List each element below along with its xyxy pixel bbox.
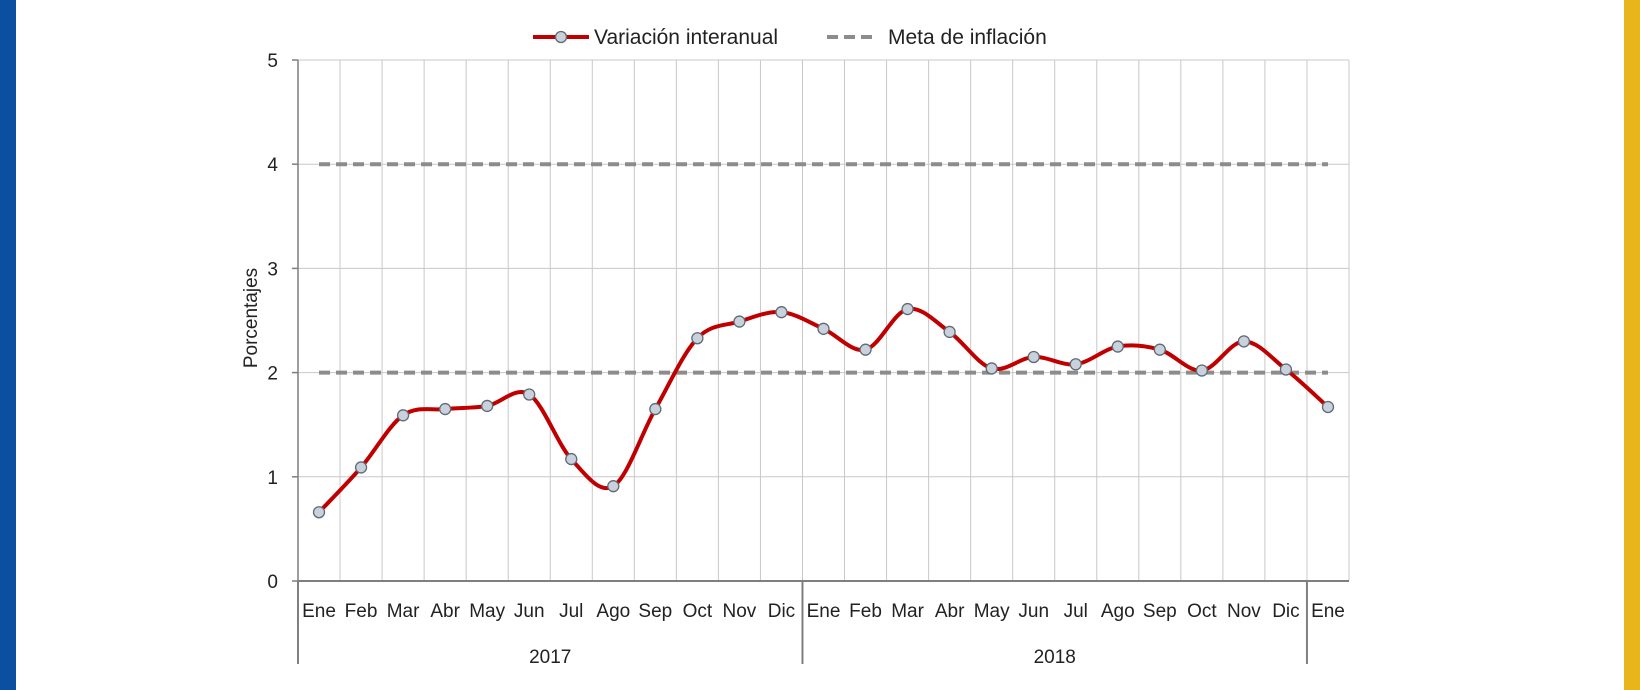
x-tick-label-20: Sep — [1143, 601, 1177, 622]
year-label-2017: 2017 — [529, 647, 571, 668]
data-point-8 — [649, 402, 662, 416]
data-point-20 — [1153, 343, 1166, 356]
gridlines — [298, 59, 1350, 581]
data-point-16 — [985, 362, 998, 375]
data-point-5 — [523, 388, 536, 401]
x-tick-label-22: Nov — [1227, 601, 1261, 622]
x-tick-label-21: Oct — [1187, 601, 1217, 622]
x-tick-label-19: Ago — [1101, 601, 1135, 622]
target-lines — [319, 162, 1328, 375]
data-point-0 — [312, 506, 326, 519]
x-tick-label-6: Jul — [559, 601, 583, 622]
year-label-2018: 2018 — [1034, 647, 1076, 668]
data-point-23 — [1279, 363, 1293, 376]
data-point-13 — [859, 343, 872, 356]
x-tick-label-3: Abr — [430, 601, 460, 622]
y-tick-label-3: 3 — [267, 259, 278, 280]
data-point-6 — [565, 452, 578, 466]
x-tick-label-11: Dic — [768, 601, 795, 622]
axes — [292, 59, 1349, 664]
right-accent-stripe — [1624, 0, 1640, 690]
data-point-3 — [438, 402, 452, 416]
legend: Variación interanual Meta de inflación — [533, 26, 1047, 49]
data-point-17 — [1027, 350, 1040, 364]
x-tick-label-8: Sep — [638, 601, 672, 622]
x-tick-label-5: Jun — [514, 601, 545, 622]
y-axis-title: Porcentajes — [241, 268, 262, 368]
x-tick-label-0: Ene — [302, 601, 336, 622]
x-tick-label-1: Feb — [345, 601, 378, 622]
data-point-10 — [733, 315, 746, 328]
x-tick-label-24: Ene — [1311, 601, 1345, 622]
series-line-variacion — [317, 306, 1330, 514]
x-tick-label-15: Abr — [935, 601, 965, 622]
series-variacion — [312, 302, 1335, 519]
data-point-24 — [1321, 400, 1335, 414]
data-point-18 — [1069, 358, 1082, 371]
y-tick-label-2: 2 — [267, 364, 278, 385]
legend-meta-label: Meta de inflación — [888, 26, 1047, 49]
data-point-12 — [817, 322, 830, 335]
data-point-4 — [481, 399, 494, 413]
x-tick-label-17: Jun — [1018, 601, 1049, 622]
data-point-15 — [943, 325, 956, 339]
x-tick-label-23: Dic — [1272, 601, 1299, 622]
y-tick-label-4: 4 — [267, 155, 278, 176]
x-tick-label-4: May — [469, 601, 505, 622]
tick-labels: 0 1 2 3 4 5 Ene Feb Mar Abr May Jun Jul Ago Sep Oct Nov D… — [267, 51, 1344, 668]
legend-variacion-label: Variación interanual — [594, 26, 778, 49]
data-point-11 — [775, 306, 788, 319]
data-point-7 — [607, 480, 620, 493]
data-point-1 — [354, 461, 368, 474]
x-tick-label-10: Nov — [723, 601, 757, 622]
y-tick-label-5: 5 — [267, 51, 278, 72]
y-tick-label-0: 0 — [267, 572, 278, 593]
x-tick-label-2: Mar — [387, 601, 420, 622]
data-point-14 — [901, 302, 914, 316]
data-point-9 — [691, 332, 704, 345]
left-accent-stripe — [0, 0, 16, 690]
x-tick-label-7: Ago — [596, 601, 630, 622]
x-tick-label-13: Feb — [849, 601, 882, 622]
x-tick-label-18: Jul — [1064, 601, 1088, 622]
x-tick-label-14: Mar — [891, 601, 924, 622]
data-point-19 — [1111, 340, 1124, 353]
x-tick-label-16: May — [974, 601, 1010, 622]
x-tick-label-12: Ene — [807, 601, 841, 622]
legend-series-marker-swatch — [554, 30, 568, 44]
x-tick-label-9: Oct — [683, 601, 713, 622]
data-point-22 — [1237, 335, 1251, 348]
data-point-2 — [396, 409, 410, 422]
data-point-21 — [1195, 364, 1209, 377]
y-tick-label-1: 1 — [267, 468, 278, 489]
